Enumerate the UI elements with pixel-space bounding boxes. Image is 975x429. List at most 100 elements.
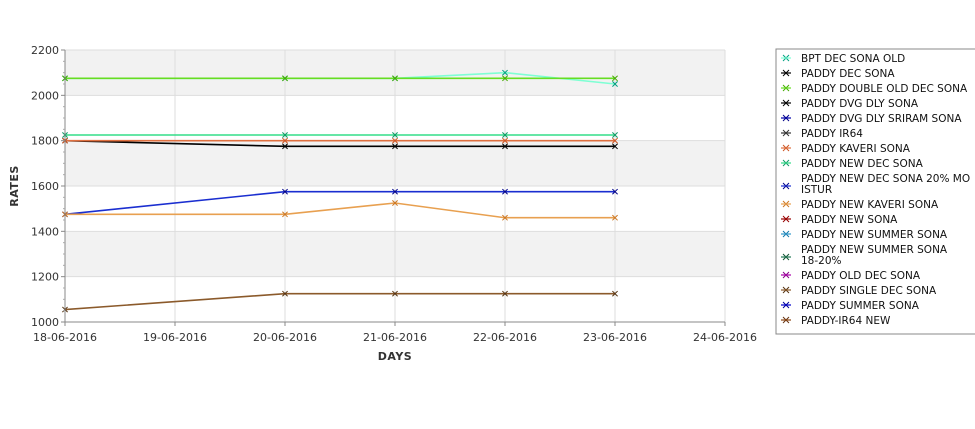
marker-stroke — [612, 290, 618, 297]
legend-label: 18-20% — [801, 255, 842, 267]
marker-stroke — [612, 137, 618, 144]
x-axis-ticks: 18-06-2016 19-06-2016 20-06-2016 21-06-2016… — [33, 322, 757, 344]
data-point — [392, 290, 398, 297]
marker-stroke — [392, 75, 398, 82]
legend-label: PADDY NEW SUMMER SONA — [801, 229, 948, 241]
data-point — [392, 75, 398, 82]
marker-stroke — [502, 214, 508, 221]
data-point — [282, 290, 288, 297]
x-tick-label: 19-06-2016 — [143, 331, 207, 344]
legend-label: PADDY NEW SUMMER SONA — [801, 244, 948, 256]
y-axis-title: RATES — [8, 165, 21, 207]
legend-item: PADDY NEW DEC SONA — [781, 158, 924, 170]
legend-item: PADDY OLD DEC SONA — [781, 270, 921, 282]
data-point — [612, 188, 618, 195]
data-point — [392, 188, 398, 195]
marker-stroke — [502, 132, 508, 138]
marker-stroke — [392, 188, 398, 195]
data-point — [502, 137, 508, 144]
marker-stroke — [502, 69, 508, 76]
marker-stroke — [502, 143, 508, 150]
marker-stroke — [502, 75, 508, 82]
legend-label: PADDY DVG DLY SRIRAM SONA — [801, 113, 962, 125]
y-tick-label: 1000 — [31, 316, 59, 329]
legend-item: PADDY SUMMER SONA — [781, 300, 920, 312]
legend-label: PADDY NEW DEC SONA 20% MO — [801, 173, 970, 185]
x-tick-label: 18-06-2016 — [33, 331, 97, 344]
legend-item: PADDY NEW SUMMER SONA — [781, 229, 948, 241]
x-tick-label: 24-06-2016 — [693, 331, 757, 344]
data-point — [612, 143, 618, 150]
marker-stroke — [282, 211, 288, 218]
legend-label: PADDY NEW DEC SONA — [801, 158, 924, 170]
legend-label: PADDY IR64 — [801, 128, 863, 140]
x-tick-label: 23-06-2016 — [583, 331, 647, 344]
marker-stroke — [282, 137, 288, 144]
legend-label: BPT DEC SONA OLD — [801, 53, 905, 65]
marker-stroke — [282, 188, 288, 195]
legend-label: ISTUR — [801, 184, 832, 196]
y-tick-label: 2000 — [31, 89, 59, 102]
data-point — [392, 132, 398, 138]
legend-label: PADDY DVG DLY SONA — [801, 98, 919, 110]
legend-label: PADDY NEW KAVERI SONA — [801, 199, 939, 211]
y-tick-label: 1400 — [31, 225, 59, 238]
legend-item: PADDY SINGLE DEC SONA — [781, 285, 937, 297]
data-point — [502, 290, 508, 297]
marker-stroke — [392, 143, 398, 150]
marker-stroke — [502, 290, 508, 297]
data-point — [282, 188, 288, 195]
data-point — [612, 137, 618, 144]
legend-box — [775, 48, 975, 335]
marker-stroke — [502, 188, 508, 195]
data-point — [612, 214, 618, 221]
legend-item: PADDY NEW KAVERI SONA — [781, 199, 939, 211]
y-axis-ticks: 1000 1200 1400 1600 1800 2000 2200 — [31, 44, 65, 329]
data-point — [612, 132, 618, 138]
data-point — [612, 81, 618, 87]
data-point — [612, 290, 618, 297]
legend-label: PADDY KAVERI SONA — [801, 143, 911, 155]
legend-item: BPT DEC SONA OLD — [781, 53, 905, 65]
legend-label: PADDY OLD DEC SONA — [801, 270, 921, 282]
legend-item: PADDY KAVERI SONA — [781, 143, 911, 155]
legend-item: PADDY DVG DLY SRIRAM SONA — [781, 113, 962, 125]
legend-label: PADDY SINGLE DEC SONA — [801, 285, 937, 297]
legend-label: PADDY DEC SONA — [801, 68, 895, 80]
y-tick-label: 1200 — [31, 271, 59, 284]
data-point — [502, 214, 508, 221]
marker-stroke — [612, 188, 618, 195]
marker-stroke — [282, 143, 288, 150]
x-tick-label: 21-06-2016 — [363, 331, 427, 344]
legend-item: PADDY DVG DLY SONA — [781, 98, 919, 110]
data-point — [502, 188, 508, 195]
marker-stroke — [392, 290, 398, 297]
data-point — [282, 132, 288, 138]
data-point — [502, 143, 508, 150]
legend: BPT DEC SONA OLD PADDY DEC SONA PADDY DOUB… — [775, 48, 975, 335]
x-axis-title: DAYS — [378, 350, 412, 363]
marker-stroke — [282, 290, 288, 297]
data-point — [282, 211, 288, 218]
marker-stroke — [612, 132, 618, 138]
marker-stroke — [612, 81, 618, 87]
legend-item: PADDY DOUBLE OLD DEC SONA — [781, 83, 968, 95]
data-point — [502, 75, 508, 82]
marker-stroke — [282, 132, 288, 138]
data-point — [282, 137, 288, 144]
data-point — [392, 137, 398, 144]
marker-stroke — [612, 143, 618, 150]
marker-stroke — [392, 137, 398, 144]
x-tick-label: 22-06-2016 — [473, 331, 537, 344]
legend-item: PADDY NEW SONA — [781, 214, 898, 226]
data-point — [282, 75, 288, 82]
marker-stroke — [392, 132, 398, 138]
data-point — [392, 143, 398, 150]
y-tick-label: 2200 — [31, 44, 59, 57]
data-point — [502, 69, 508, 76]
legend-label: PADDY-IR64 NEW — [801, 315, 891, 327]
marker-stroke — [392, 200, 398, 206]
